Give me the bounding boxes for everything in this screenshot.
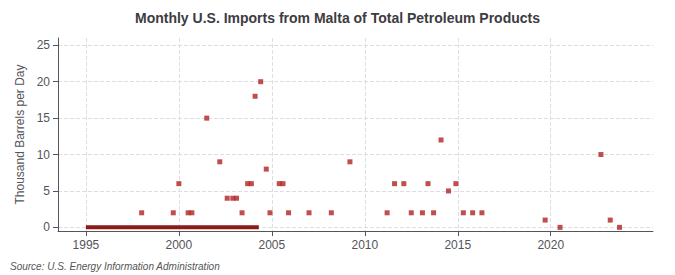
svg-text:1995: 1995 [73, 238, 100, 252]
svg-text:20: 20 [37, 75, 51, 89]
svg-text:Thousand Barrels per Day: Thousand Barrels per Day [13, 64, 27, 204]
svg-text:Monthly U.S. Imports from Malt: Monthly U.S. Imports from Malta of Total… [135, 10, 540, 26]
svg-text:25: 25 [37, 38, 51, 52]
svg-text:2005: 2005 [258, 238, 285, 252]
svg-text:0: 0 [43, 220, 50, 234]
svg-text:15: 15 [37, 111, 51, 125]
svg-text:5: 5 [43, 184, 50, 198]
svg-text:Source: U.S. Energy Informatio: Source: U.S. Energy Information Administ… [10, 261, 220, 272]
svg-text:2020: 2020 [537, 238, 564, 252]
svg-text:10: 10 [37, 148, 51, 162]
svg-text:2015: 2015 [444, 238, 471, 252]
svg-text:2010: 2010 [351, 238, 378, 252]
svg-text:2000: 2000 [166, 238, 193, 252]
